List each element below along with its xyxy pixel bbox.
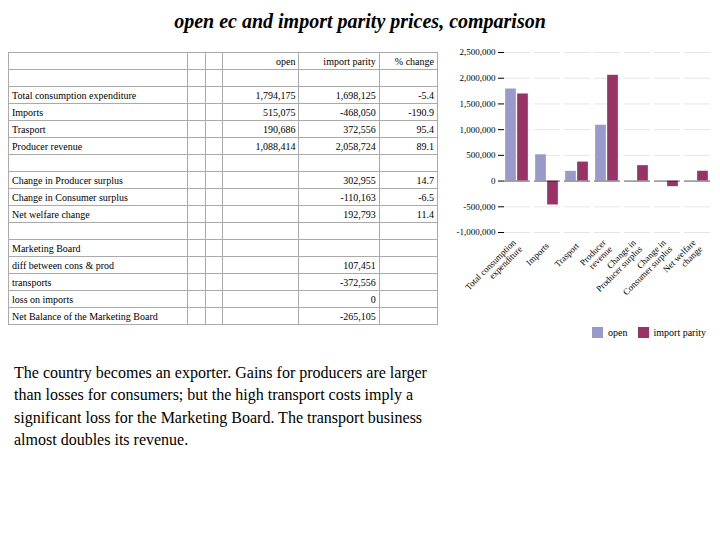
html-text:Net Balance of the Marketing B: Net Balance of the Marketing Board [12,310,158,322]
html-text:Trasport: Trasport [12,123,46,135]
html-text:revenue: revenue [586,243,615,272]
html-text:192,793: 192,793 [343,208,376,220]
html-text:-468,050: -468,050 [340,106,376,118]
html-text:Change in: Change in [634,237,668,271]
html-text:2,058,724: 2,058,724 [335,140,376,152]
html-text:Change in Producer surplus: Change in Producer surplus [12,174,123,186]
html-text:Total consumption expenditure: Total consumption expenditure [12,89,137,101]
html-text:Marketing Board: Marketing Board [12,242,81,254]
svg-text:Total consumptionexpenditure: Total consumptionexpenditure [463,237,524,298]
html-text:import parity: import parity [653,327,706,338]
svg-text:Net welfarechange: Net welfarechange [661,238,704,281]
html-text:1,088,414: 1,088,414 [255,140,296,152]
html-text:11.4: 11.4 [416,208,434,220]
svg-text:500,000: 500,000 [466,150,496,160]
html-text:89.1: 89.1 [416,140,434,152]
html-text:Change in Consumer surplus: Change in Consumer surplus [12,191,128,203]
svg-text:Imports: Imports [524,240,551,267]
html-text:302,955: 302,955 [343,174,376,186]
html-text:open: open [276,55,296,67]
svg-text:2,500,000: 2,500,000 [460,47,497,57]
svg-text:2,000,000: 2,000,000 [460,73,497,83]
html-text:190,686: 190,686 [262,123,296,135]
html-text:The country becomes an exporte: The country becomes an exporter. Gains f… [14,364,427,449]
html-text:95.4: 95.4 [416,123,434,135]
html-text:-6.5: -6.5 [418,191,434,203]
html-text:open: open [608,327,628,338]
svg-text:1,000,000: 1,000,000 [460,125,497,135]
html-text:-5.4: -5.4 [418,89,434,101]
html-text:loss on imports: loss on imports [12,293,74,305]
html-text:107,451: 107,451 [343,259,376,271]
svg-text:-500,000: -500,000 [463,202,496,212]
svg-text:1,500,000: 1,500,000 [460,99,497,109]
svg-text:0: 0 [491,176,496,186]
html-text:Consumer surplus: Consumer surplus [620,243,675,298]
html-text:Producer surplus: Producer surplus [594,243,645,294]
html-text:% change: % change [394,55,434,67]
html-text:14.7: 14.7 [416,174,434,186]
html-text:Producer: Producer [577,237,608,268]
html-text:515,075: 515,075 [262,106,296,118]
html-text:Net welfare change: Net welfare change [12,208,90,220]
html-text:-110,163: -110,163 [340,191,376,203]
html-text:0: 0 [370,293,376,305]
html-text:-372,556: -372,556 [340,276,376,288]
html-text:import parity: import parity [323,55,376,67]
html-text:372,556: 372,556 [343,123,376,135]
html-text:Imports: Imports [12,106,44,118]
html-text:1,794,175: 1,794,175 [255,89,296,101]
svg-text:-1,000,000: -1,000,000 [457,227,496,237]
html-text:-190.9: -190.9 [408,106,434,118]
html-text:Producer revenue: Producer revenue [12,140,83,152]
html-text:transports: transports [12,276,52,288]
html-text:diff between cons & prod: diff between cons & prod [12,259,114,271]
html-text:open ec and import parity pric: open ec and import parity prices, compar… [174,10,546,32]
html-text:-265,105: -265,105 [340,310,376,322]
html-text:Change in: Change in [604,237,638,271]
html-text:1,698,125: 1,698,125 [335,89,376,101]
svg-text:Trasport: Trasport [553,240,582,269]
